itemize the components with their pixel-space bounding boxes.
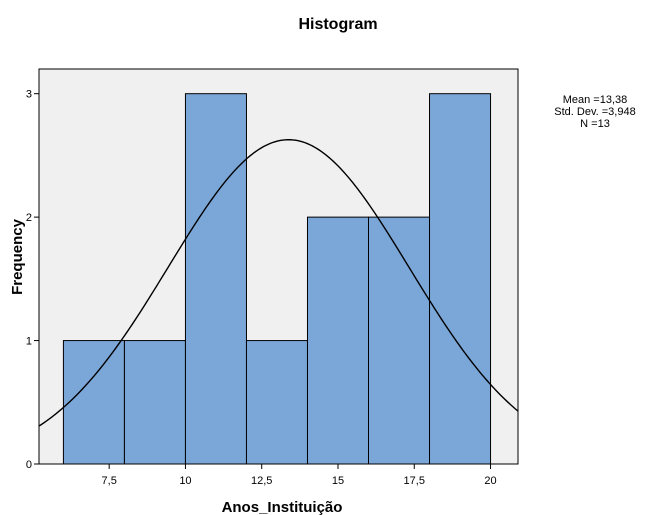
histogram-bar-3 bbox=[184, 93, 247, 465]
histogram-bar-2 bbox=[123, 340, 186, 465]
histogram-bar-5 bbox=[306, 216, 370, 465]
y-tick-label: 1 bbox=[26, 336, 32, 348]
histogram-bar-6 bbox=[368, 216, 431, 465]
stats-std-dev: Std. Dev. =3,948 bbox=[554, 106, 635, 118]
chart-title: Histogram bbox=[298, 16, 377, 33]
x-tick-label: 7,5 bbox=[102, 475, 117, 487]
histogram-bar-1 bbox=[62, 340, 125, 465]
y-axis-label: Frequency bbox=[9, 218, 26, 295]
y-tick-label: 0 bbox=[26, 459, 32, 471]
y-axis-ticks: 0 1 2 3 bbox=[26, 89, 39, 471]
x-axis-ticks: 7,5 10 12,5 15 17,5 20 bbox=[102, 464, 497, 487]
histogram-bars bbox=[62, 93, 492, 465]
histogram-bar-4 bbox=[245, 340, 308, 465]
x-tick-label: 15 bbox=[332, 475, 344, 487]
stats-mean: Mean =13,38 bbox=[563, 94, 628, 106]
y-tick-label: 2 bbox=[26, 212, 32, 224]
x-tick-label: 12,5 bbox=[251, 475, 272, 487]
stats-n: N =13 bbox=[580, 118, 610, 130]
x-tick-label: 17,5 bbox=[404, 475, 425, 487]
x-axis-label: Anos_Instituição bbox=[222, 499, 343, 515]
stats-box: Mean =13,38 Std. Dev. =3,948 N =13 bbox=[554, 94, 635, 130]
normal-curve bbox=[38, 138, 519, 427]
x-tick-label: 20 bbox=[484, 475, 496, 487]
histogram-bar-7 bbox=[429, 93, 492, 465]
x-tick-label: 10 bbox=[179, 475, 191, 487]
y-tick-label: 3 bbox=[26, 89, 32, 101]
